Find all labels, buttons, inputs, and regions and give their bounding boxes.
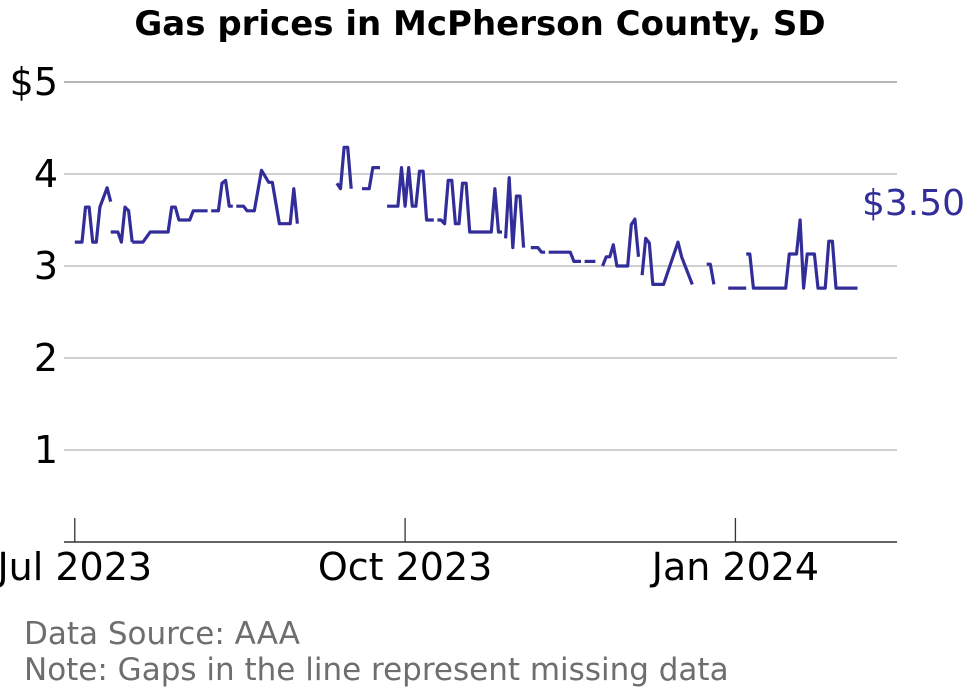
price-line-segment <box>74 186 113 244</box>
line-chart: 1 2 3 4 $5 Jul 2023 Oct 2023 Jan 2024 $3.50 <box>0 60 965 589</box>
price-line-segment <box>335 145 353 191</box>
x-axis-labels: Jul 2023 Oct 2023 Jan 2024 <box>0 545 819 589</box>
price-line-segment <box>640 236 694 286</box>
x-tick-label: Jan 2024 <box>650 545 819 589</box>
data-source-note: Data Source: AAA <box>24 616 300 652</box>
last-value-label: $3.50 <box>862 183 965 224</box>
price-line-segment <box>746 218 858 290</box>
x-tick-label: Oct 2023 <box>318 545 493 589</box>
price-line-segment <box>387 166 434 222</box>
chart-title: Gas prices in McPherson County, SD <box>134 4 826 44</box>
price-line-segment <box>437 178 502 234</box>
price-line-segment <box>530 246 546 254</box>
missing-data-note: Note: Gaps in the line represent missing… <box>24 652 729 688</box>
price-line-segment <box>601 217 641 268</box>
price-line-segment <box>110 205 134 244</box>
gridlines <box>64 81 897 451</box>
y-axis-labels: 1 2 3 4 $5 <box>10 60 58 472</box>
price-line-segment <box>504 176 526 250</box>
y-tick-label: 1 <box>34 428 58 472</box>
price-line-segment <box>132 205 208 244</box>
price-line-segment <box>362 166 380 191</box>
x-axis <box>64 518 897 543</box>
y-tick-label: 4 <box>34 152 58 196</box>
y-tick-label: 2 <box>34 336 58 380</box>
price-series <box>74 145 858 290</box>
y-tick-label: $5 <box>10 60 58 104</box>
price-line-segment <box>236 168 299 226</box>
price-line-segment <box>548 250 581 263</box>
price-line-segment <box>211 178 233 213</box>
price-line-segment <box>706 262 716 285</box>
x-tick-label: Jul 2023 <box>0 545 152 589</box>
y-tick-label: 3 <box>34 244 58 288</box>
